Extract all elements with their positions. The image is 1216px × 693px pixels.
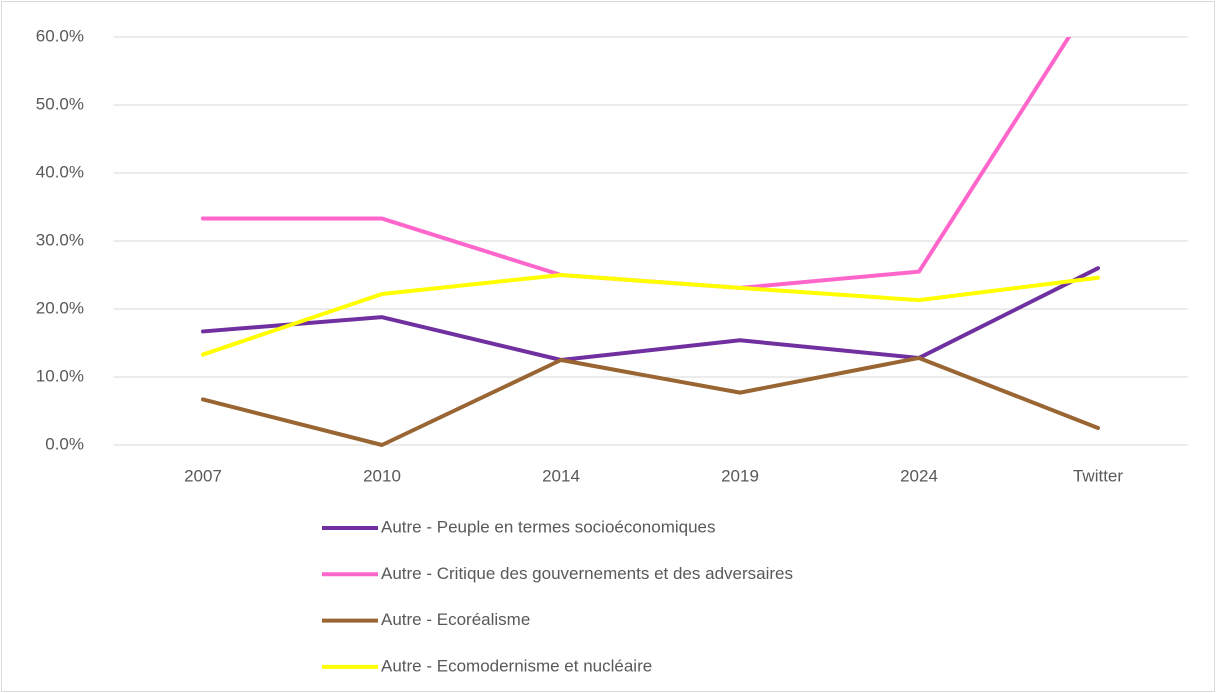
x-tick-label: Twitter <box>1073 466 1123 485</box>
legend-label: Autre - Ecomodernisme et nucléaire <box>381 656 652 675</box>
y-tick-label: 20.0% <box>36 298 84 317</box>
legend-label: Autre - Critique des gouvernements et de… <box>381 564 793 583</box>
line-series <box>201 355 1100 447</box>
x-tick-label: 2024 <box>900 466 938 485</box>
x-tick-label: 2014 <box>542 466 580 485</box>
x-tick-label: 2019 <box>721 466 759 485</box>
y-tick-label: 50.0% <box>36 94 84 113</box>
y-tick-label: 0.0% <box>45 434 84 453</box>
x-tick-label: 2010 <box>363 466 401 485</box>
line-series <box>201 273 1100 357</box>
y-tick-label: 40.0% <box>36 162 84 181</box>
y-tick-label: 60.0% <box>36 26 84 45</box>
line-series <box>201 266 1100 362</box>
legend-label: Autre - Peuple en termes socioéconomique… <box>381 517 716 536</box>
y-tick-label: 10.0% <box>36 366 84 385</box>
legend-label: Autre - Ecoréalisme <box>381 610 530 629</box>
y-tick-label: 30.0% <box>36 230 84 249</box>
x-tick-label: 2007 <box>184 466 222 485</box>
